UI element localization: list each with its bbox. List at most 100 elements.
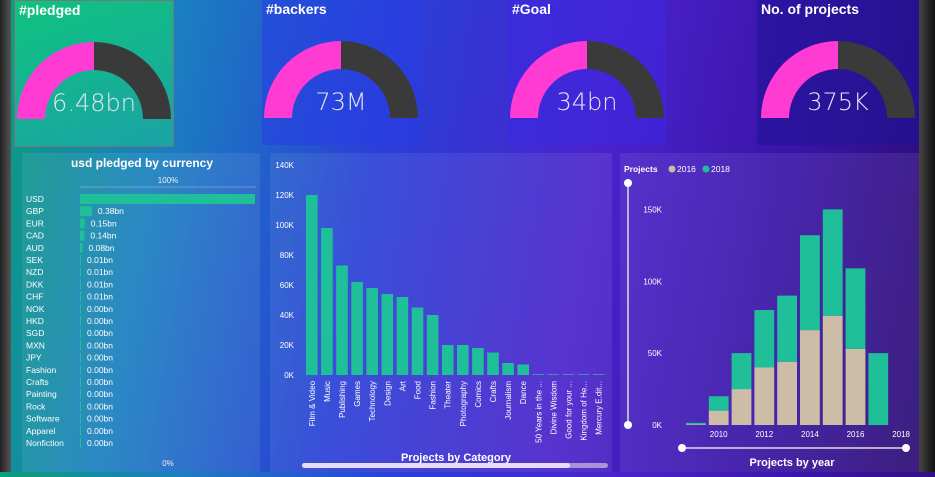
category-label: SEK xyxy=(26,255,43,265)
scrollbar-thumb xyxy=(302,463,570,468)
legend-label: 2018 xyxy=(711,164,730,174)
x-tick-label: Journalism xyxy=(504,381,513,420)
category-label: Nonfiction xyxy=(26,438,64,448)
year-chart-panel[interactable]: Projects 2016 2018 0K 50K 100K 150K 2010 2012 201… xyxy=(620,153,919,472)
bar-segment xyxy=(708,410,729,425)
kpi-card-goal[interactable]: #Goal 34bn xyxy=(508,0,666,145)
category-label: USD xyxy=(26,194,44,204)
x-tick-label: 2016 xyxy=(847,430,865,439)
x-slider-handle-left xyxy=(678,444,686,452)
data-label: 0.01bn xyxy=(87,279,113,289)
bar-segment xyxy=(822,315,843,425)
category-label: HKD xyxy=(26,316,44,326)
data-label: 0.01bn xyxy=(87,292,113,302)
x-tick-label: Crafts xyxy=(489,381,498,402)
gauge-filled-arc xyxy=(17,42,94,119)
data-label: 0.00bn xyxy=(87,353,113,363)
data-label: 0.38bn xyxy=(98,206,124,216)
category-label: Apparel xyxy=(26,426,55,436)
data-label: 0.00bn xyxy=(87,389,113,399)
y-tick-label: 80K xyxy=(280,251,295,260)
y-tick-label: 40K xyxy=(280,311,295,320)
category-label: JPY xyxy=(26,353,42,363)
y-tick-label: 100K xyxy=(275,221,294,230)
bar xyxy=(562,374,575,375)
x-tick-label: Art xyxy=(398,380,407,391)
kpi-title: No. of projects xyxy=(761,1,860,17)
y-tick-label: 60K xyxy=(280,281,295,290)
bar-segment xyxy=(686,422,706,425)
bar xyxy=(80,194,255,204)
bar-segment xyxy=(777,361,797,425)
bar xyxy=(411,307,424,375)
bar-segment xyxy=(845,348,866,425)
bar xyxy=(80,255,81,265)
kpi-title: #pledged xyxy=(19,2,81,18)
bar xyxy=(532,374,545,375)
category-chart: 0K 20K 40K 60K 80K 100K 120K 140K Film & Video Mu… xyxy=(275,161,608,468)
currency-chart-panel[interactable]: usd pledged by currency 100% USD GBP 0.38bn E… xyxy=(22,153,260,472)
bar xyxy=(577,374,590,375)
kpi-card-backers[interactable]: #backers 73M xyxy=(262,0,420,145)
bar xyxy=(592,374,605,375)
bar xyxy=(80,218,85,229)
bar xyxy=(351,282,363,375)
legend-title: Projects xyxy=(624,164,658,174)
kpi-card-pledged[interactable]: #pledged 6.48bn xyxy=(14,0,174,147)
x-tick-label: Mercury E.dit... xyxy=(595,381,604,435)
category-label: CHF xyxy=(26,292,43,302)
x-axis-title: Projects by year xyxy=(750,457,836,469)
category-chart-panel[interactable]: 0K 20K 40K 60K 80K 100K 120K 140K Film & Video Mu… xyxy=(270,153,612,472)
x-tick-label: Games xyxy=(353,381,362,407)
bar-segment xyxy=(708,396,729,411)
bar-segment xyxy=(686,424,706,425)
bar-segment xyxy=(868,353,889,425)
y-tick-label: 120K xyxy=(275,191,294,200)
y-tick-label: 20K xyxy=(280,341,295,350)
bar xyxy=(441,345,454,375)
data-label: 0.00bn xyxy=(87,426,113,436)
data-label: 0.00bn xyxy=(87,316,113,326)
data-label: 0.00bn xyxy=(87,328,113,338)
bar xyxy=(80,352,81,363)
x-tick-label: Theater xyxy=(444,381,453,409)
bar xyxy=(80,438,81,448)
bar xyxy=(80,291,81,302)
kpi-title: #backers xyxy=(266,1,327,17)
bar xyxy=(80,267,81,278)
y-tick-label: 0K xyxy=(652,421,662,430)
gauge-empty-arc xyxy=(341,41,418,118)
bar xyxy=(80,279,81,290)
bar-segment xyxy=(754,310,775,368)
x-axis-title: Projects by Category xyxy=(401,452,512,464)
gauge-filled-arc xyxy=(510,41,587,118)
bar xyxy=(487,352,499,375)
y-tick-label: 50K xyxy=(648,349,663,358)
x-tick-label: Film & Video xyxy=(308,380,317,426)
data-label: 0.00bn xyxy=(87,304,113,314)
data-label: 0.01bn xyxy=(87,267,113,277)
data-label: 0.00bn xyxy=(87,365,113,375)
x-tick-label: Photography xyxy=(459,381,468,426)
bar-segment xyxy=(754,367,775,425)
bar xyxy=(321,228,333,375)
bar-segment xyxy=(731,389,752,425)
bar xyxy=(457,345,469,375)
category-label: NOK xyxy=(26,304,45,314)
currency-chart: usd pledged by currency 100% USD GBP 0.38bn E… xyxy=(26,156,256,468)
x-tick-label: Kingdom of He... xyxy=(580,381,589,441)
data-label: 0.15bn xyxy=(91,218,117,228)
kpi-value: 375K xyxy=(807,88,869,116)
category-label: NZD xyxy=(26,267,43,277)
legend-marker xyxy=(702,165,710,173)
gauge-filled-arc xyxy=(761,41,838,118)
x-tick-label: Music xyxy=(323,381,332,402)
bar-segment xyxy=(822,209,843,316)
x-tick-label: 50 Years in the ... xyxy=(534,381,543,443)
category-label: DKK xyxy=(26,279,44,289)
year-chart: Projects 2016 2018 0K 50K 100K 150K 2010 2012 201… xyxy=(624,164,911,469)
kpi-card-projects[interactable]: No. of projects 375K xyxy=(757,0,919,145)
bar xyxy=(80,206,92,217)
data-label: 0.00bn xyxy=(87,414,113,424)
data-label: 0.01bn xyxy=(87,255,113,265)
